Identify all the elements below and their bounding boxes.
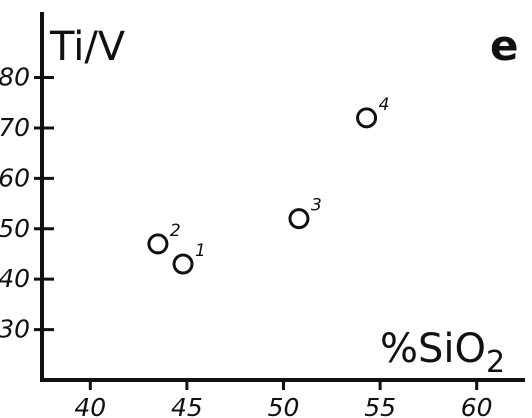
panel-letter: e — [490, 21, 519, 70]
y-ticks: 30 40 50 60 70 80 — [0, 63, 54, 344]
x-tick-label: 40 — [74, 393, 106, 418]
data-points: 12 3 4 — [147, 95, 390, 275]
y-tick-label: 70 — [0, 113, 30, 142]
data-point — [147, 233, 169, 255]
y-tick-label: 30 — [0, 315, 30, 344]
data-point-label: 2 — [170, 221, 181, 241]
data-point-label: 4 — [379, 95, 390, 115]
data-point-label: 3 — [311, 196, 322, 216]
x-tick-label: 45 — [171, 393, 203, 418]
y-tick-label: 60 — [0, 163, 30, 192]
y-tick-label: 40 — [0, 264, 30, 293]
data-point — [172, 253, 194, 275]
x-tick-label: 60 — [461, 393, 493, 418]
y-tick-label: 80 — [0, 63, 30, 92]
data-point-label: 1 — [195, 241, 206, 261]
x-axis-title-subscript: 2 — [486, 345, 505, 380]
y-tick-label: 50 — [0, 214, 30, 243]
x-tick-label: 50 — [268, 393, 300, 418]
data-point — [288, 208, 310, 230]
x-tick-label: 55 — [364, 393, 396, 418]
x-axis-title: %SiO2 — [380, 326, 505, 380]
x-ticks: 40 45 50 55 60 — [74, 380, 493, 418]
data-point — [356, 107, 378, 129]
x-axis-title-main: %SiO — [380, 326, 486, 372]
y-axis-title: Ti/V — [49, 24, 126, 70]
